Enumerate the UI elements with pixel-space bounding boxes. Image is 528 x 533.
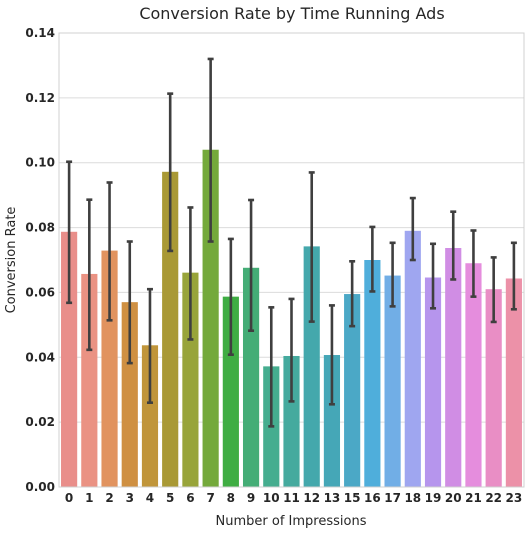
x-tick-label: 12 xyxy=(303,491,320,505)
bar-12 xyxy=(303,246,320,487)
y-tick-label: 0.04 xyxy=(25,350,55,364)
bars xyxy=(61,149,522,488)
y-tick-label: 0.06 xyxy=(25,285,55,299)
x-axis-ticks: 0 1 2 3 4 5 6 7 8 9 10 11 12 13 15 16 17 18 19 20 21 22 23 xyxy=(65,491,522,505)
bar-0 xyxy=(61,231,78,487)
bar-18 xyxy=(404,230,421,488)
x-tick-label: 3 xyxy=(126,491,134,505)
x-tick-label: 13 xyxy=(324,491,341,505)
bar-6 xyxy=(182,272,199,487)
bar-9 xyxy=(242,267,260,487)
x-tick-label: 4 xyxy=(146,491,154,505)
x-tick-label: 7 xyxy=(206,491,214,505)
x-tick-label: 16 xyxy=(364,491,381,505)
bar-8 xyxy=(222,296,239,487)
x-tick-label: 1 xyxy=(85,491,93,505)
y-axis-label: Conversion Rate xyxy=(4,207,19,314)
bar-13 xyxy=(323,355,341,487)
x-tick-label: 6 xyxy=(186,491,194,505)
bar-17 xyxy=(384,275,401,487)
bar-7 xyxy=(202,149,219,487)
bar-20 xyxy=(445,248,462,487)
bar-11 xyxy=(283,355,300,487)
bar-23 xyxy=(505,278,522,487)
x-tick-label: 21 xyxy=(465,491,482,505)
bar-22 xyxy=(485,289,502,487)
x-tick-label: 9 xyxy=(247,491,255,505)
y-tick-label: 0.12 xyxy=(25,91,55,105)
bar-3 xyxy=(121,302,138,487)
bar-5 xyxy=(162,171,179,487)
bar-1 xyxy=(81,273,98,487)
x-tick-label: 23 xyxy=(506,491,523,505)
y-tick-label: 0.10 xyxy=(25,156,55,170)
x-tick-label: 2 xyxy=(105,491,113,505)
x-tick-label: 11 xyxy=(283,491,300,505)
y-tick-label: 0.08 xyxy=(25,221,55,235)
y-tick-label: 0.02 xyxy=(25,415,55,429)
y-tick-label: 0.00 xyxy=(25,480,55,494)
x-tick-label: 8 xyxy=(227,491,235,505)
plot-frame xyxy=(58,32,525,488)
x-tick-label: 18 xyxy=(404,491,421,505)
x-tick-label: 17 xyxy=(384,491,401,505)
bar-2 xyxy=(101,250,118,487)
x-axis-label: Number of Impressions xyxy=(216,514,367,529)
bar-4 xyxy=(141,345,159,487)
y-axis-ticks: 0.00 0.02 0.04 0.06 0.08 0.10 0.12 0.14 xyxy=(25,26,55,494)
x-tick-label: 22 xyxy=(485,491,502,505)
bar-21 xyxy=(465,263,482,487)
y-tick-label: 0.14 xyxy=(25,26,55,40)
x-tick-label: 0 xyxy=(65,491,73,505)
x-tick-label: 20 xyxy=(445,491,462,505)
bar-16 xyxy=(364,260,381,487)
bar-19 xyxy=(424,277,442,487)
chart-title: Conversion Rate by Time Running Ads xyxy=(139,4,444,23)
x-tick-label: 19 xyxy=(425,491,442,505)
error-bars xyxy=(66,57,517,428)
x-tick-label: 10 xyxy=(263,491,280,505)
x-tick-label: 15 xyxy=(344,491,361,505)
x-tick-label: 5 xyxy=(166,491,174,505)
bar-15 xyxy=(344,294,361,487)
